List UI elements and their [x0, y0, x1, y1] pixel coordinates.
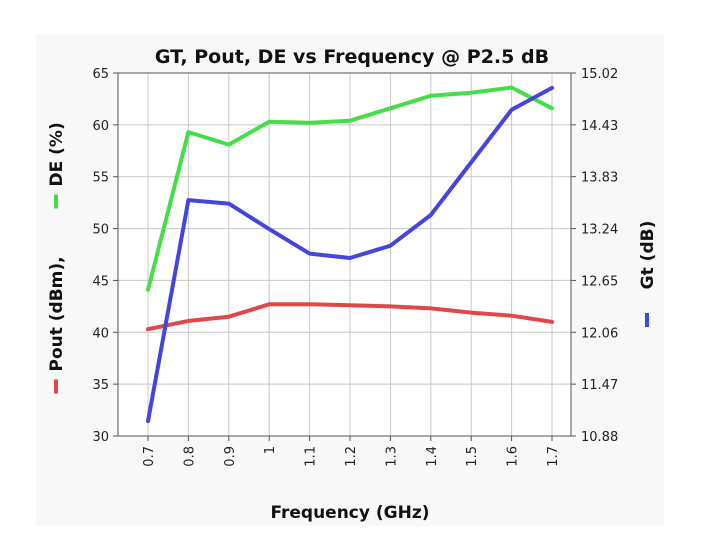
plot-frame [117, 72, 572, 437]
right-tick-label: 12.06 [581, 326, 618, 341]
left-tick-label: 65 [92, 67, 109, 82]
right-tick-label: 13.83 [581, 171, 618, 186]
x-tick-label: 0.8 [182, 446, 197, 467]
series-line-gt [146, 85, 554, 424]
left-axis-ticks: 30 35 40 45 50 55 60 65 [92, 67, 118, 445]
left-tick-label: 60 [92, 119, 109, 134]
x-tick-label: 1.7 [546, 446, 561, 467]
series-layer [146, 85, 554, 424]
x-tick-label: 1.6 [506, 446, 521, 467]
right-axis-label: Gt (dB) [638, 221, 658, 327]
x-tick-label: 1.3 [384, 446, 399, 467]
x-tick-label: 1.4 [425, 446, 440, 467]
right-tick-label: 11.47 [581, 378, 618, 393]
left-axis-label: Pout (dBm), DE (%) [47, 122, 67, 394]
left-axis-label-group: Pout (dBm), DE (%) [47, 122, 67, 394]
x-tick-label: 0.9 [223, 446, 238, 467]
right-axis-label-gt: Gt (dB) [638, 221, 658, 290]
x-axis-ticks: 0.7 0.8 0.9 1 1.1 1.2 1.3 1.4 1.5 1.6 1.7 [142, 436, 561, 467]
right-axis-label-group: Gt (dB) [638, 221, 658, 327]
left-tick-label: 50 [92, 223, 109, 238]
right-axis-ticks: 10.88 11.47 12.06 12.65 13.24 13.83 14.43 15.02 [571, 67, 618, 445]
right-tick-label: 12.65 [581, 274, 618, 289]
right-tick-label: 13.24 [581, 223, 618, 238]
chart-title: GT, Pout, DE vs Frequency @ P2.5 dB [155, 46, 549, 68]
right-tick-label: 15.02 [581, 67, 618, 82]
series-line-de [146, 85, 554, 292]
plot-area [118, 73, 571, 436]
series-line-pout [146, 302, 554, 332]
x-tick-label: 1 [263, 446, 278, 454]
left-axis-label-pout: Pout (dBm), [47, 256, 67, 371]
left-axis-label-de: DE (%) [47, 122, 67, 186]
x-tick-label: 1.2 [344, 446, 359, 467]
x-tick-label: 1.1 [304, 446, 319, 467]
left-tick-label: 30 [92, 430, 109, 445]
x-tick-label: 0.7 [142, 446, 157, 467]
x-tick-label: 1.5 [465, 446, 480, 467]
left-tick-label: 35 [92, 378, 109, 393]
x-axis-label: Frequency (GHz) [270, 503, 429, 523]
left-tick-label: 40 [92, 326, 109, 341]
left-tick-label: 45 [92, 274, 109, 289]
left-tick-label: 55 [92, 171, 109, 186]
right-tick-label: 14.43 [581, 119, 618, 134]
right-tick-label: 10.88 [581, 430, 618, 445]
